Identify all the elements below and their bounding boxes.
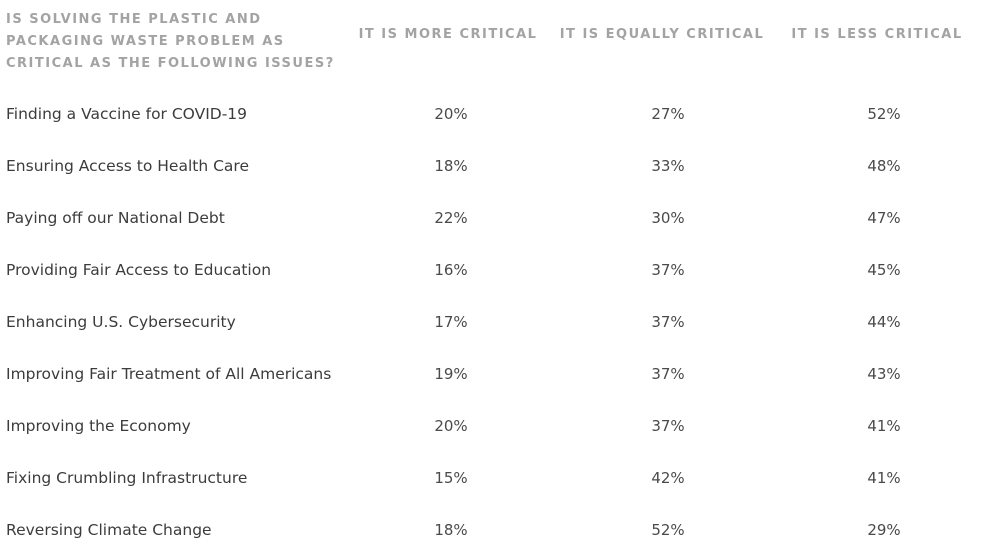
row-issue-label: Reversing Climate Change — [6, 521, 212, 539]
row-issue-label: Improving Fair Treatment of All American… — [6, 365, 332, 383]
table-row: Finding a Vaccine for COVID-19 20% 27% 52% — [0, 99, 993, 129]
cell-equally-critical: 27% — [651, 105, 685, 123]
cell-less-critical: 41% — [867, 417, 901, 435]
cell-less-critical: 43% — [867, 365, 901, 383]
row-issue-label: Ensuring Access to Health Care — [6, 157, 249, 175]
cell-less-critical: 47% — [867, 209, 901, 227]
cell-equally-critical: 37% — [651, 365, 685, 383]
table-row: Improving Fair Treatment of All American… — [0, 359, 993, 389]
cell-equally-critical: 37% — [651, 313, 685, 331]
column-header-less-critical: IT IS LESS CRITICAL — [791, 27, 963, 42]
cell-equally-critical: 42% — [651, 469, 685, 487]
question-header-line: CRITICAL AS THE FOLLOWING ISSUES? — [6, 56, 335, 71]
table-row: Reversing Climate Change 18% 52% 29% — [0, 515, 993, 545]
table-row: Ensuring Access to Health Care 18% 33% 48% — [0, 151, 993, 181]
cell-less-critical: 41% — [867, 469, 901, 487]
row-issue-label: Paying off our National Debt — [6, 209, 225, 227]
table-row: Enhancing U.S. Cybersecurity 17% 37% 44% — [0, 307, 993, 337]
cell-equally-critical: 37% — [651, 261, 685, 279]
cell-less-critical: 44% — [867, 313, 901, 331]
row-issue-label: Providing Fair Access to Education — [6, 261, 272, 279]
row-issue-label: Enhancing U.S. Cybersecurity — [6, 313, 236, 331]
cell-more-critical: 15% — [434, 469, 468, 487]
cell-equally-critical: 52% — [651, 521, 685, 539]
cell-equally-critical: 33% — [651, 157, 685, 175]
table-row: Improving the Economy 20% 37% 41% — [0, 411, 993, 441]
cell-more-critical: 17% — [434, 313, 468, 331]
row-issue-label: Fixing Crumbling Infrastructure — [6, 469, 248, 487]
question-header-line: PACKAGING WASTE PROBLEM AS — [6, 34, 285, 49]
cell-more-critical: 20% — [434, 105, 468, 123]
cell-equally-critical: 30% — [651, 209, 685, 227]
row-issue-label: Improving the Economy — [6, 417, 191, 435]
cell-more-critical: 16% — [434, 261, 468, 279]
cell-less-critical: 45% — [867, 261, 901, 279]
table-row: Fixing Crumbling Infrastructure 15% 42% 41% — [0, 463, 993, 493]
cell-less-critical: 48% — [867, 157, 901, 175]
cell-more-critical: 19% — [434, 365, 468, 383]
table-row: Paying off our National Debt 22% 30% 47% — [0, 203, 993, 233]
cell-more-critical: 20% — [434, 417, 468, 435]
cell-equally-critical: 37% — [651, 417, 685, 435]
question-header-line: IS SOLVING THE PLASTIC AND — [6, 12, 262, 27]
cell-more-critical: 18% — [434, 521, 468, 539]
column-header-more-critical: IT IS MORE CRITICAL — [358, 27, 538, 42]
table-question-header: IS SOLVING THE PLASTIC AND PACKAGING WAS… — [6, 9, 346, 75]
cell-less-critical: 52% — [867, 105, 901, 123]
cell-more-critical: 18% — [434, 157, 468, 175]
column-header-equally-critical: IT IS EQUALLY CRITICAL — [559, 27, 765, 42]
cell-less-critical: 29% — [867, 521, 901, 539]
cell-more-critical: 22% — [434, 209, 468, 227]
row-issue-label: Finding a Vaccine for COVID-19 — [6, 105, 248, 123]
table-row: Providing Fair Access to Education 16% 37%… — [0, 255, 993, 285]
